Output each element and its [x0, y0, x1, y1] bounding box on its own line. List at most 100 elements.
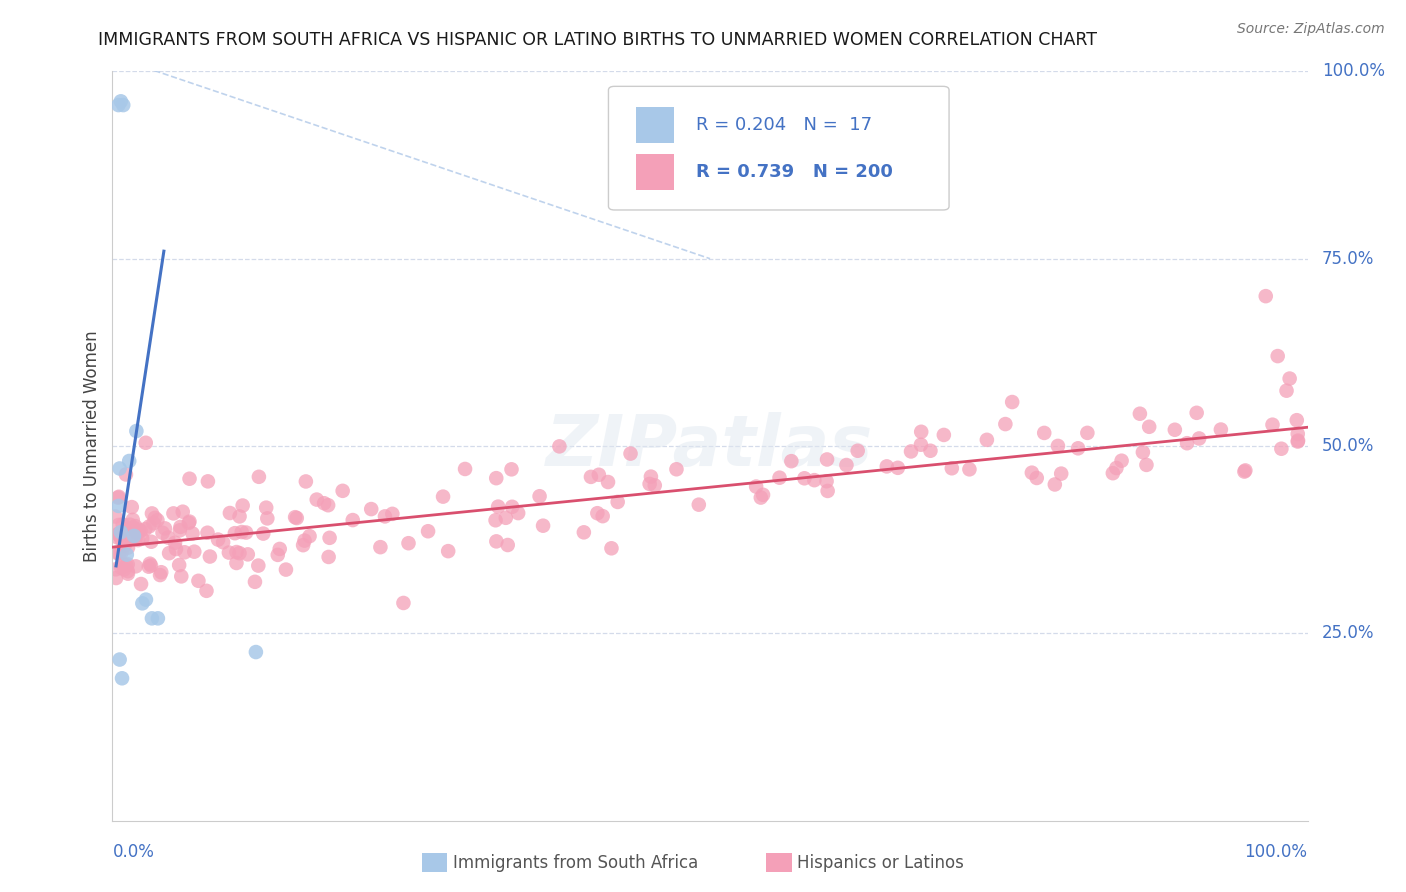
- Point: [228, 546, 250, 560]
- Point: [994, 417, 1017, 431]
- Point: [146, 513, 169, 527]
- Point: [548, 439, 571, 453]
- Point: [117, 541, 139, 555]
- Point: [803, 473, 825, 487]
- Point: [1021, 466, 1043, 480]
- Point: [665, 462, 688, 476]
- Point: [508, 506, 530, 520]
- Point: [374, 509, 396, 524]
- Text: ZIPatlas: ZIPatlas: [547, 411, 873, 481]
- Point: [1025, 471, 1047, 485]
- Point: [318, 531, 340, 545]
- Point: [332, 483, 354, 498]
- Point: [531, 518, 554, 533]
- Point: [157, 546, 180, 560]
- Point: [1278, 371, 1301, 385]
- Point: [910, 425, 932, 439]
- Point: [1234, 463, 1257, 477]
- Point: [146, 611, 169, 625]
- Point: [131, 596, 153, 610]
- Point: [1001, 395, 1024, 409]
- Point: [342, 513, 364, 527]
- Point: [316, 498, 339, 512]
- Point: [579, 470, 602, 484]
- Point: [1043, 477, 1066, 491]
- Point: [110, 95, 132, 109]
- Point: [588, 467, 610, 482]
- Point: [117, 558, 139, 572]
- Point: [111, 671, 134, 685]
- Point: [195, 583, 218, 598]
- Point: [225, 556, 247, 570]
- Y-axis label: Births to Unmarried Women: Births to Unmarried Women: [83, 330, 101, 562]
- Point: [118, 454, 141, 468]
- Point: [1164, 423, 1187, 437]
- Point: [432, 490, 454, 504]
- Point: [122, 521, 145, 535]
- Point: [162, 507, 184, 521]
- Point: [110, 532, 132, 546]
- Text: 25.0%: 25.0%: [1322, 624, 1375, 642]
- Point: [108, 652, 131, 666]
- Point: [920, 443, 942, 458]
- Text: 100.0%: 100.0%: [1244, 843, 1308, 861]
- Point: [105, 571, 128, 585]
- Text: Hispanics or Latinos: Hispanics or Latinos: [797, 855, 965, 872]
- Point: [298, 529, 321, 543]
- Point: [360, 502, 382, 516]
- Point: [157, 531, 180, 545]
- Text: 0.0%: 0.0%: [112, 843, 155, 861]
- Point: [139, 557, 162, 571]
- Point: [284, 510, 307, 524]
- Point: [115, 548, 138, 562]
- Point: [793, 471, 815, 485]
- Point: [485, 471, 508, 485]
- Point: [780, 454, 803, 468]
- Point: [876, 459, 898, 474]
- Text: 100.0%: 100.0%: [1322, 62, 1385, 80]
- Point: [1286, 434, 1309, 449]
- Point: [976, 433, 998, 447]
- Point: [1267, 349, 1289, 363]
- Point: [120, 531, 142, 545]
- Point: [197, 525, 219, 540]
- Point: [815, 474, 838, 488]
- Point: [640, 469, 662, 483]
- Point: [768, 471, 790, 485]
- Point: [198, 549, 221, 564]
- Point: [1188, 432, 1211, 446]
- Point: [1129, 407, 1152, 421]
- Point: [170, 569, 193, 583]
- Point: [172, 505, 194, 519]
- Point: [235, 525, 257, 540]
- Point: [501, 462, 523, 476]
- Point: [529, 489, 551, 503]
- Point: [1175, 436, 1198, 450]
- Point: [1185, 406, 1208, 420]
- Point: [224, 526, 246, 541]
- Point: [131, 532, 153, 546]
- Point: [247, 470, 270, 484]
- Point: [108, 490, 131, 504]
- Point: [112, 98, 135, 112]
- Point: [269, 541, 291, 556]
- Point: [152, 525, 174, 540]
- Point: [1046, 439, 1069, 453]
- Point: [1076, 425, 1098, 440]
- Point: [1067, 442, 1090, 456]
- Point: [108, 546, 131, 560]
- Point: [815, 452, 838, 467]
- Point: [135, 435, 157, 450]
- Bar: [636, 153, 675, 190]
- Point: [127, 533, 149, 547]
- Point: [142, 516, 165, 530]
- Point: [835, 458, 858, 472]
- Point: [110, 560, 132, 574]
- Point: [128, 523, 150, 537]
- Point: [236, 547, 259, 561]
- Point: [110, 525, 132, 540]
- Point: [107, 527, 129, 541]
- Point: [228, 509, 250, 524]
- Point: [267, 548, 290, 562]
- Point: [1209, 423, 1232, 437]
